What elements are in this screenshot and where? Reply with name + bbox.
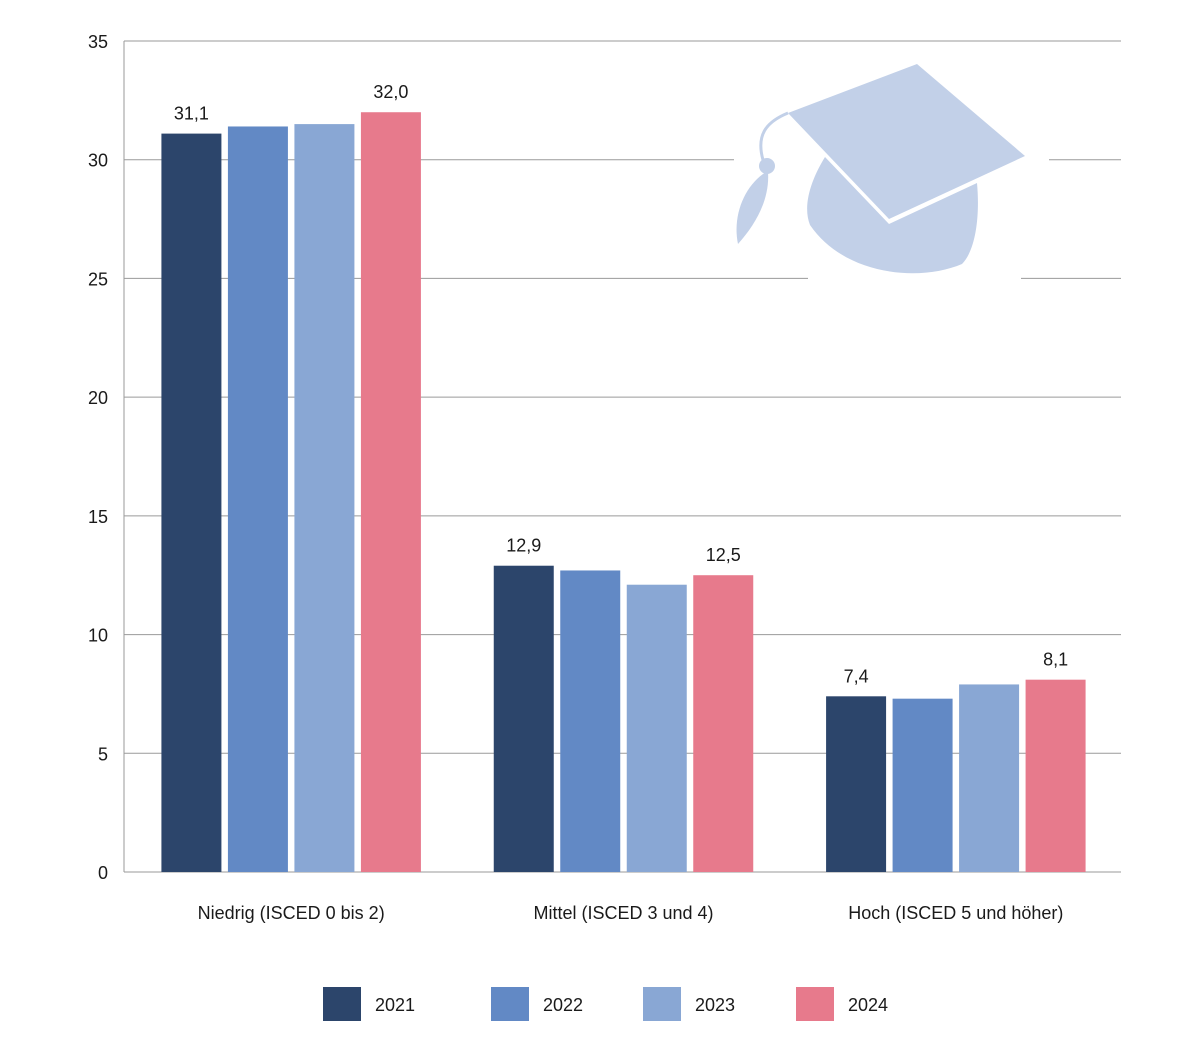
- data-label: 8,1: [1043, 650, 1068, 670]
- data-label: 12,9: [506, 536, 541, 556]
- bar-2023: [959, 684, 1020, 872]
- x-tick-label: Hoch (ISCED 5 und höher): [848, 903, 1063, 923]
- legend-swatch-2022: [491, 987, 529, 1021]
- legend-label: 2023: [695, 995, 735, 1015]
- bar-2022: [892, 698, 953, 872]
- bar-2023: [294, 124, 355, 873]
- bar-2021: [826, 696, 887, 872]
- y-tick-label: 20: [88, 388, 108, 408]
- legend-swatch-2024: [796, 987, 834, 1021]
- graduation-cap-icon: [734, 60, 1049, 285]
- y-tick-label: 35: [88, 32, 108, 52]
- y-tick-label: 0: [98, 863, 108, 883]
- bar-2021: [493, 565, 554, 872]
- bar-2024: [360, 112, 421, 872]
- y-tick-label: 30: [88, 151, 108, 171]
- x-tick-label: Mittel (ISCED 3 und 4): [533, 903, 713, 923]
- legend-label: 2021: [375, 995, 415, 1015]
- bar-2024: [693, 575, 754, 872]
- legend-swatch-2021: [323, 987, 361, 1021]
- y-tick-label: 25: [88, 269, 108, 289]
- x-tick-label: Niedrig (ISCED 0 bis 2): [198, 903, 385, 923]
- data-label: 12,5: [706, 545, 741, 565]
- y-tick-label: 5: [98, 744, 108, 764]
- data-label: 32,0: [373, 82, 408, 102]
- bar-2021: [161, 133, 222, 872]
- data-label: 31,1: [174, 104, 209, 124]
- bar-2022: [560, 570, 621, 872]
- y-tick-label: 15: [88, 507, 108, 527]
- legend-label: 2024: [848, 995, 888, 1015]
- bar-2022: [227, 126, 288, 872]
- bar-2023: [626, 584, 687, 872]
- data-label: 7,4: [844, 666, 869, 686]
- legend-label: 2022: [543, 995, 583, 1015]
- y-tick-label: 10: [88, 626, 108, 646]
- legend-swatch-2023: [643, 987, 681, 1021]
- bar-2024: [1025, 679, 1086, 872]
